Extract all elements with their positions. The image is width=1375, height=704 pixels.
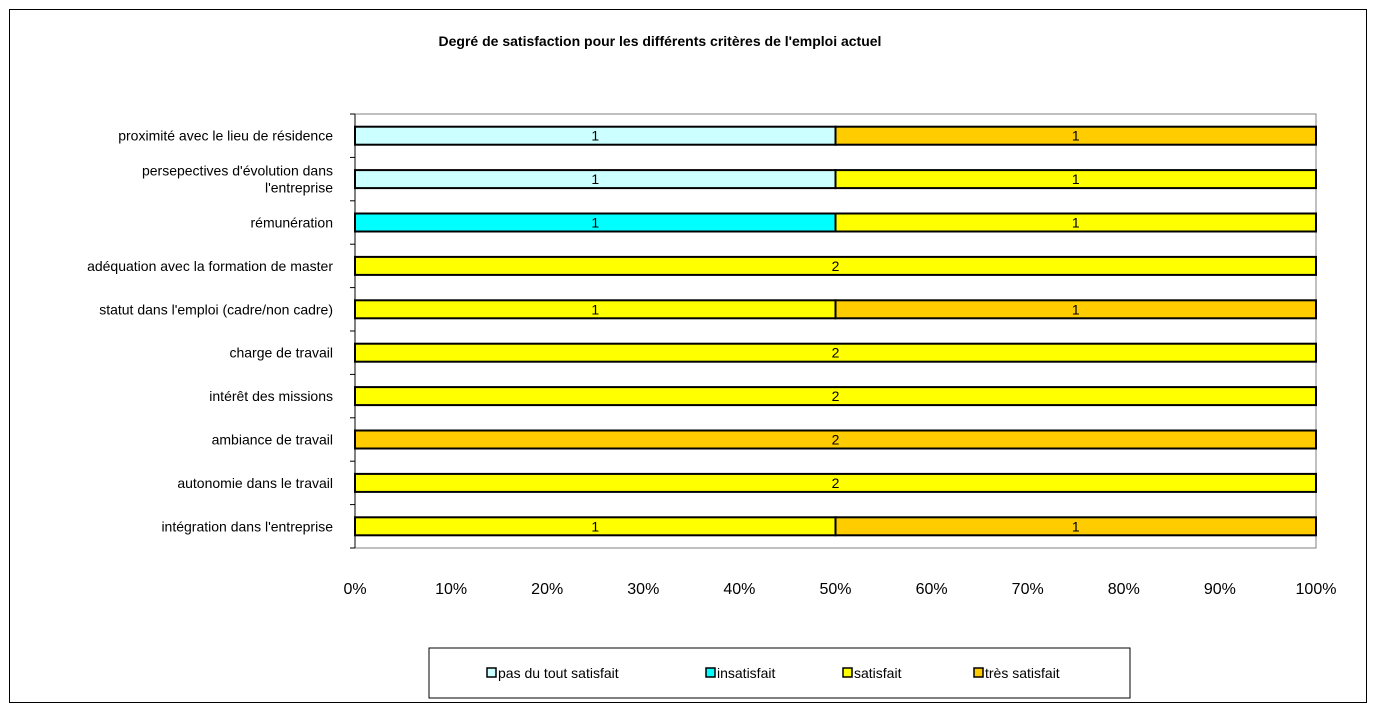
data-label: 1 <box>1072 171 1080 187</box>
legend-label: satisfait <box>854 665 902 681</box>
category-label: autonomie dans le travail <box>177 475 333 491</box>
legend-label: insatisfait <box>717 665 775 681</box>
data-label: 1 <box>1072 301 1080 317</box>
x-tick-label: 100% <box>1296 581 1337 598</box>
data-label: 1 <box>591 301 599 317</box>
category-label: persepectives d'évolution dans <box>142 163 333 179</box>
data-label: 1 <box>591 215 599 231</box>
legend-swatch <box>842 667 853 678</box>
bars-group: 1 1 1 1 1 1 2 1 1 2 2 2 2 1 1 <box>354 125 1317 537</box>
category-label: intérêt des missions <box>209 388 333 404</box>
bar-segment <box>834 516 1317 537</box>
bar-segment <box>834 299 1317 320</box>
x-tick-label: 40% <box>723 581 755 598</box>
data-label: 1 <box>1072 128 1080 144</box>
x-tick-label: 60% <box>916 581 948 598</box>
data-label: 1 <box>1072 518 1080 534</box>
x-tick-label: 0% <box>343 581 366 598</box>
x-tick-label: 80% <box>1108 581 1140 598</box>
bar-segment <box>834 212 1317 233</box>
chart-title: Degré de satisfaction pour les différent… <box>439 33 882 49</box>
data-label: 1 <box>591 128 599 144</box>
legend-label: très satisfait <box>985 665 1060 681</box>
x-tick-label: 20% <box>531 581 563 598</box>
legend-swatch <box>705 667 716 678</box>
category-label: proximité avec le lieu de résidence <box>118 128 333 144</box>
data-label: 1 <box>1072 215 1080 231</box>
bar-segment <box>834 169 1317 190</box>
category-labels: proximité avec le lieu de résidence perse… <box>87 128 333 535</box>
legend <box>428 647 1131 699</box>
x-tick-label: 90% <box>1204 581 1236 598</box>
category-label: adéquation avec la formation de master <box>87 258 333 274</box>
data-label: 2 <box>832 388 840 404</box>
data-label: 2 <box>832 432 840 448</box>
data-label: 2 <box>832 475 840 491</box>
data-label: 1 <box>591 171 599 187</box>
legend-swatch <box>486 667 497 678</box>
data-label: 2 <box>832 345 840 361</box>
bar-segment <box>834 125 1317 146</box>
category-label: ambiance de travail <box>212 432 333 448</box>
category-label: charge de travail <box>229 345 333 361</box>
x-tick-label: 70% <box>1012 581 1044 598</box>
x-tick-label: 30% <box>627 581 659 598</box>
category-label: intégration dans l'entreprise <box>161 518 333 534</box>
legend-swatch <box>973 667 984 678</box>
x-tick-label: 50% <box>819 581 851 598</box>
category-label: statut dans l'emploi (cadre/non cadre) <box>99 301 333 317</box>
legend-label: pas du tout satisfait <box>498 665 619 681</box>
x-tick-label: 10% <box>435 581 467 598</box>
data-label: 2 <box>832 258 840 274</box>
data-label: 1 <box>591 518 599 534</box>
x-axis: 0% 10% 20% 30% 40% 50% 60% 70% 80% 90% 100% <box>343 113 1337 598</box>
category-label: rémunération <box>251 215 334 231</box>
category-label: l'entreprise <box>265 180 333 196</box>
legend-items: pas du tout satisfait insatisfait satisfai… <box>486 665 1060 681</box>
